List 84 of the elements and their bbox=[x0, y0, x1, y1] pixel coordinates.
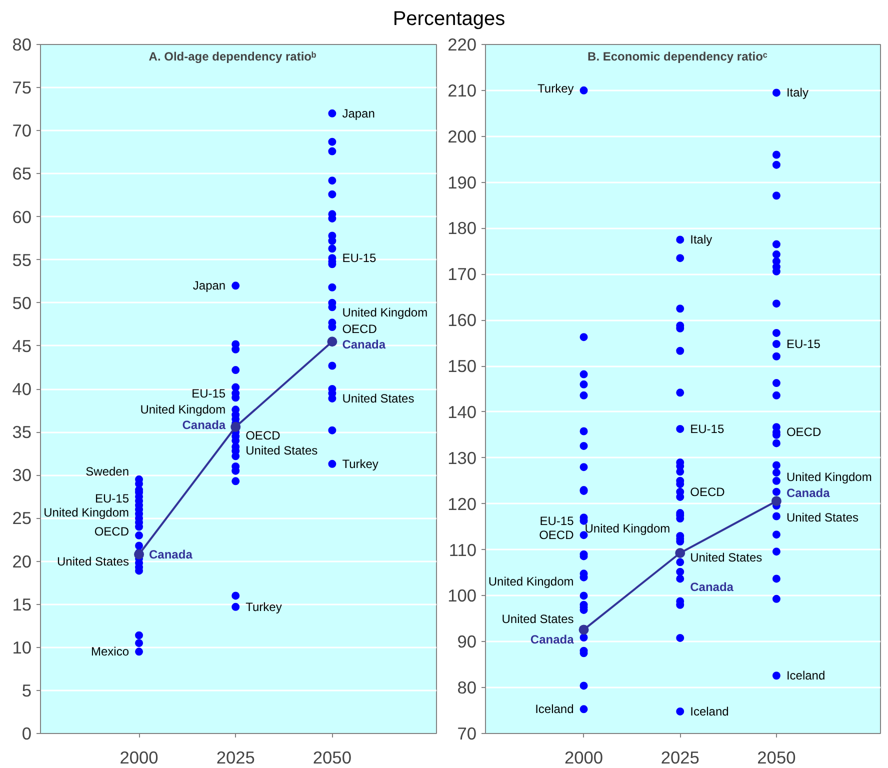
y-tick-label: 65 bbox=[12, 164, 32, 184]
chart-subtitle: B. Economic dependency ratioᶜ bbox=[588, 50, 768, 64]
annotation: EU-15 bbox=[342, 251, 377, 266]
annotation: OECD bbox=[690, 484, 726, 499]
annotation: Japan bbox=[342, 106, 375, 120]
annotation: Iceland bbox=[690, 704, 729, 718]
y-tick-label: 140 bbox=[448, 402, 477, 422]
y-tick-label: 210 bbox=[448, 80, 477, 100]
y-tick-label: 10 bbox=[12, 637, 32, 658]
y-tick-label: 55 bbox=[12, 250, 32, 270]
annotation: Mexico bbox=[91, 644, 130, 659]
y-tick-label: 160 bbox=[448, 310, 477, 330]
annotation: United Kingdom bbox=[488, 574, 574, 589]
text: Canada bbox=[342, 338, 386, 352]
y-tick-label: 100 bbox=[448, 586, 477, 606]
annotation: Sweden bbox=[86, 464, 130, 478]
y-tick-label: 75 bbox=[12, 78, 32, 98]
annotation: United States bbox=[246, 444, 318, 458]
annotation: Japan bbox=[192, 278, 226, 293]
annotation: OECD bbox=[246, 428, 281, 443]
x-tick-label: 2000 bbox=[120, 748, 158, 768]
annotation: Italy bbox=[786, 86, 808, 100]
y-tick-label: 40 bbox=[12, 379, 32, 399]
annotation: EU-15 bbox=[95, 491, 130, 506]
annotation: United Kingdom bbox=[140, 402, 226, 417]
series-label: Canada bbox=[149, 547, 193, 562]
y-tick-label: 80 bbox=[12, 34, 32, 54]
y-tick-label: 180 bbox=[448, 218, 477, 238]
y-tick-label: 110 bbox=[448, 540, 477, 560]
y-tick-label: 200 bbox=[448, 126, 477, 146]
y-tick-label: 5 bbox=[22, 680, 32, 700]
annotation: Iceland bbox=[535, 702, 574, 716]
y-tick-label: 130 bbox=[448, 448, 477, 468]
text: Canada bbox=[182, 418, 226, 432]
y-tick-label: 15 bbox=[12, 594, 32, 614]
x-tick-label: 2050 bbox=[312, 748, 352, 768]
annotation: United States bbox=[690, 550, 762, 564]
y-tick-label: 20 bbox=[12, 551, 32, 572]
annotation: Turkey bbox=[538, 81, 574, 96]
y-tick-label: 45 bbox=[12, 336, 32, 356]
y-tick-label: 80 bbox=[457, 678, 477, 698]
annotation: United Kingdom bbox=[342, 306, 428, 320]
y-tick-label: 25 bbox=[12, 508, 32, 528]
y-tick-label: 50 bbox=[12, 292, 32, 313]
x-tick-label: 2025 bbox=[216, 748, 255, 768]
annotation: United States bbox=[56, 554, 130, 569]
annotation: EU-15 bbox=[192, 386, 226, 400]
annotation: United Kingdom bbox=[584, 522, 670, 536]
annotation: EU-15 bbox=[690, 422, 724, 436]
annotation: Iceland bbox=[786, 668, 826, 683]
y-tick-label: 120 bbox=[448, 494, 477, 514]
y-tick-label: 220 bbox=[448, 34, 477, 54]
y-tick-label: 150 bbox=[448, 356, 477, 376]
text: Canada bbox=[690, 580, 734, 594]
annotation: Turkey bbox=[246, 600, 282, 614]
text: A. Old-age dependency ratioᵇ bbox=[148, 50, 316, 64]
annotation: United Kingdom bbox=[44, 505, 130, 520]
annotation: United States bbox=[342, 391, 414, 406]
annotation: United States bbox=[502, 612, 574, 626]
annotation: OECD bbox=[342, 322, 378, 336]
annotation: OECD bbox=[786, 425, 822, 440]
y-tick-label: 70 bbox=[457, 724, 477, 744]
y-tick-label: 60 bbox=[12, 206, 32, 227]
x-tick-label: 2000 bbox=[564, 748, 604, 768]
x-tick-label: 2050 bbox=[757, 748, 796, 768]
series-label: Canada bbox=[786, 486, 830, 500]
annotation: Italy bbox=[690, 232, 712, 247]
annotation: EU-15 bbox=[786, 336, 821, 351]
x-tick-label: 2025 bbox=[660, 748, 700, 768]
annotation: United States bbox=[786, 510, 858, 525]
annotation: United Kingdom bbox=[786, 470, 872, 484]
chart-title: Percentages bbox=[392, 7, 506, 32]
text: Canada bbox=[530, 632, 574, 647]
annotation: EU-15 bbox=[540, 514, 574, 528]
y-tick-label: 70 bbox=[12, 120, 32, 141]
y-tick-label: 35 bbox=[12, 422, 32, 442]
y-tick-label: 170 bbox=[448, 264, 477, 284]
annotation: OECD bbox=[94, 524, 130, 539]
y-tick-label: 0 bbox=[22, 724, 32, 744]
annotation: Turkey bbox=[342, 456, 378, 471]
y-tick-label: 30 bbox=[12, 465, 32, 486]
y-tick-label: 190 bbox=[448, 172, 477, 192]
annotation: OECD bbox=[539, 528, 574, 542]
y-tick-label: 90 bbox=[457, 632, 477, 652]
